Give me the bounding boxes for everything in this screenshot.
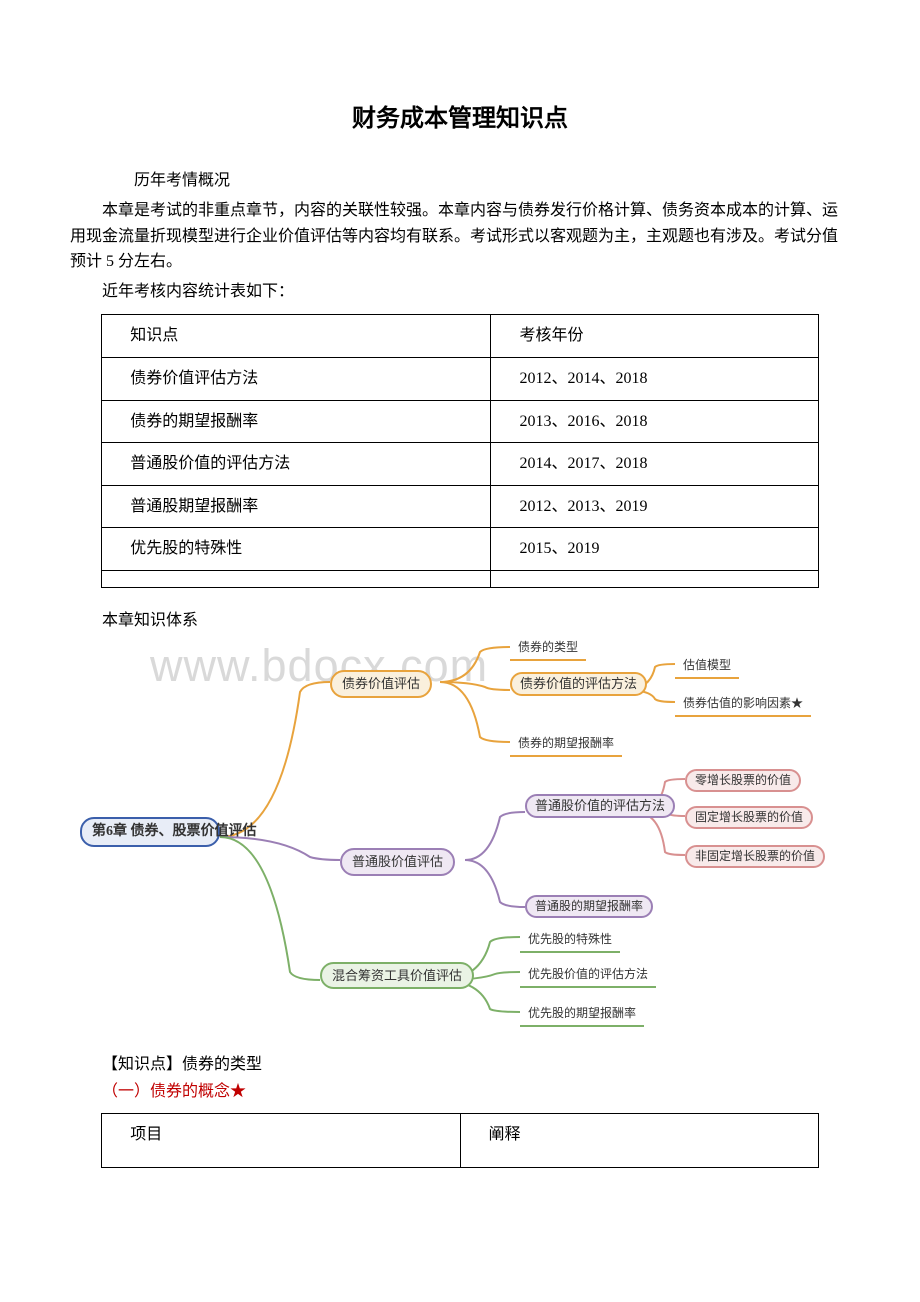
table-row: 债券的期望报酬率2013、2016、2018 [102, 400, 819, 443]
mindmap-leaf: 固定增长股票的价值 [685, 806, 813, 830]
section-label: 历年考情概况 [70, 168, 850, 194]
mindmap-leaf: 优先股的特殊性 [520, 928, 620, 953]
page-title: 财务成本管理知识点 [70, 100, 850, 138]
mindmap-leaf: 优先股的期望报酬率 [520, 1002, 644, 1027]
mindmap-leaf: 债券估值的影响因素★ [675, 692, 811, 717]
table-row [102, 570, 819, 587]
intro-paragraph-1: 本章是考试的非重点章节，内容的关联性较强。本章内容与债券发行价格计算、债务资本成… [70, 198, 850, 275]
mindmap-leaf: 普通股的期望报酬率 [525, 895, 653, 919]
table-row: 优先股的特殊性2015、2019 [102, 528, 819, 571]
sub-knowledge-point: （一）债券的概念★ [70, 1079, 850, 1105]
mindmap-subnode: 普通股价值的评估方法 [525, 794, 675, 818]
mindmap-branch-hybrid: 混合筹资工具价值评估 [320, 962, 474, 990]
intro-paragraph-2: 近年考核内容统计表如下： [70, 279, 850, 305]
mindmap-leaf: 零增长股票的价值 [685, 769, 801, 793]
mindmap-root-node: 第6章 债券、股票价值评估 [80, 817, 220, 847]
knowledge-system-heading: 本章知识体系 [70, 608, 850, 634]
table-row: 普通股价值的评估方法2014、2017、2018 [102, 443, 819, 486]
table-header-row: 知识点 考核年份 [102, 315, 819, 358]
table-header-cell: 项目 [102, 1113, 460, 1168]
mindmap-subnode: 债券价值的评估方法 [510, 672, 647, 696]
mindmap-leaf: 估值模型 [675, 654, 739, 679]
mindmap-branch-common-stock: 普通股价值评估 [340, 848, 455, 877]
table-header-cell: 考核年份 [491, 315, 818, 358]
exam-history-table: 知识点 考核年份 债券价值评估方法2012、2014、2018 债券的期望报酬率… [101, 314, 819, 588]
definition-table: 项目 阐释 [101, 1113, 819, 1169]
mindmap-leaf: 债券的类型 [510, 636, 586, 661]
mindmap-leaf: 优先股价值的评估方法 [520, 963, 656, 988]
table-row: 普通股期望报酬率2012、2013、2019 [102, 485, 819, 528]
table-header-cell: 知识点 [102, 315, 491, 358]
mindmap-leaf: 债券的期望报酬率 [510, 732, 622, 757]
knowledge-point-heading: 【知识点】债券的类型 [70, 1052, 850, 1078]
table-header-row: 项目 阐释 [102, 1113, 819, 1168]
mindmap-leaf: 非固定增长股票的价值 [685, 845, 825, 869]
table-row: 债券价值评估方法2012、2014、2018 [102, 357, 819, 400]
mindmap-branch-bonds: 债券价值评估 [330, 670, 432, 699]
table-header-cell: 阐释 [460, 1113, 818, 1168]
mindmap-diagram: 第6章 债券、股票价值评估 债券价值评估 债券的类型 债券价值的评估方法 估值模… [70, 642, 850, 1032]
